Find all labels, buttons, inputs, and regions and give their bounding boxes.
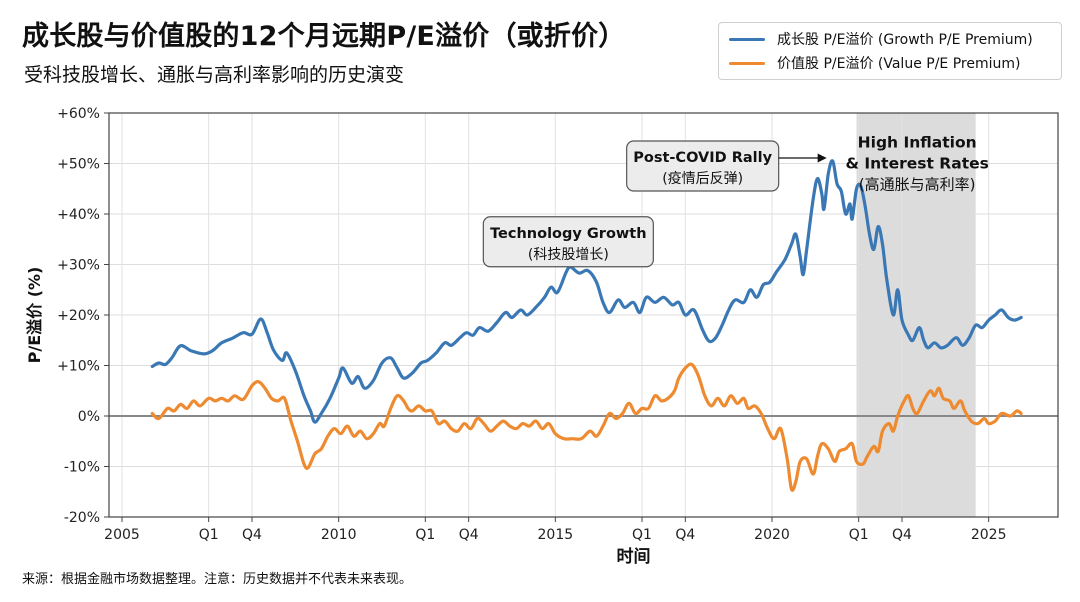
x-tick-label: Q1 — [199, 527, 219, 543]
shaded-region-inflation — [856, 113, 976, 517]
y-tick-label: 0% — [78, 409, 100, 425]
annotation-subtitle-tech: (科技股增长) — [528, 247, 609, 263]
y-tick-label: +30% — [57, 258, 100, 274]
x-tick-label: Q1 — [415, 527, 435, 543]
x-tick-label: Q4 — [675, 527, 695, 543]
legend-item-value: 价值股 P/E溢价 (Value P/E Premium) — [729, 53, 1020, 73]
x-tick-label: 2015 — [538, 527, 574, 543]
x-tick-label: 2025 — [971, 527, 1007, 543]
y-tick-label: +10% — [57, 359, 100, 375]
page-title: 成长股与价值股的12个月远期P/E溢价（或折价） — [22, 21, 626, 52]
x-tick-label: Q1 — [849, 527, 869, 543]
annotation-arrow-head-covid — [817, 153, 827, 163]
y-tick-label: +60% — [57, 106, 100, 122]
annotation-box-tech — [482, 216, 654, 268]
y-tick-label: +40% — [57, 207, 100, 223]
source-note: 来源：根据金融市场数据整理。注意：历史数据并不代表未来表现。 — [22, 572, 413, 587]
plot-frame — [108, 112, 1059, 518]
y-tick-label: +50% — [57, 157, 100, 173]
annotation-subtitle-inflation: (高通胀与高利率) — [859, 175, 976, 193]
legend-label-value: 价值股 P/E溢价 (Value P/E Premium) — [777, 56, 1021, 72]
y-tick-label: -10% — [64, 460, 100, 476]
x-tick-label: Q4 — [892, 527, 912, 543]
series-line-value — [150, 362, 1023, 492]
y-axis-label: P/E溢价 (%) — [25, 267, 44, 364]
x-tick-label: Q1 — [632, 527, 652, 543]
legend-swatch-growth — [729, 37, 765, 41]
x-axis-label: 时间 — [617, 546, 651, 567]
annotation-title-inflation: High Inflation — [858, 133, 977, 151]
annotation-subtitle-covid: (疫情后反弹) — [662, 171, 743, 187]
annotation-box-covid — [626, 140, 780, 192]
series-line-growth — [150, 159, 1023, 424]
page-subtitle: 受科技股增长、通胀与高利率影响的历史演变 — [24, 64, 405, 86]
annotation-title-covid: Post-COVID Rally — [633, 150, 772, 166]
x-tick-label: Q4 — [459, 527, 479, 543]
legend-label-growth: 成长股 P/E溢价 (Growth P/E Premium) — [777, 32, 1033, 48]
y-tick-label: -20% — [64, 510, 100, 526]
x-tick-label: 2005 — [104, 527, 140, 543]
legend-swatch-value — [729, 61, 765, 65]
annotation-title-tech: Technology Growth — [490, 226, 646, 242]
chart-legend: 成长股 P/E溢价 (Growth P/E Premium) 价值股 P/E溢价… — [718, 22, 1062, 80]
x-tick-label: Q4 — [242, 527, 262, 543]
y-tick-label: +20% — [57, 308, 100, 324]
x-tick-label: 2010 — [321, 527, 357, 543]
annotation-title2-inflation: & Interest Rates — [845, 154, 988, 172]
legend-item-growth: 成长股 P/E溢价 (Growth P/E Premium) — [729, 29, 1033, 49]
x-tick-label: 2020 — [754, 527, 790, 543]
